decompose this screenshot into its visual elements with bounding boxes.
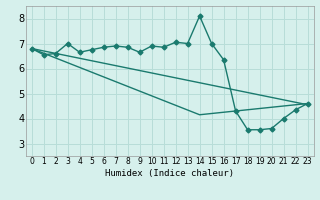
X-axis label: Humidex (Indice chaleur): Humidex (Indice chaleur) [105,169,234,178]
